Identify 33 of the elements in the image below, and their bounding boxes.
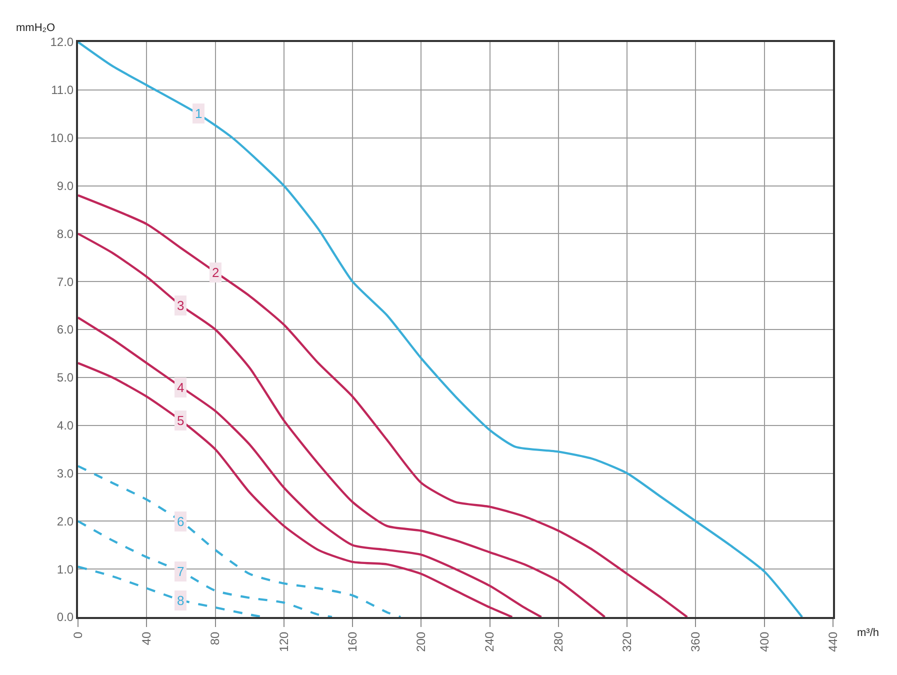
line-series <box>78 316 542 617</box>
x-tick-label: 360 <box>688 631 703 652</box>
line-series <box>78 362 514 617</box>
x-tick-label: 0 <box>70 631 85 638</box>
line-series <box>78 194 688 617</box>
x-tick-label: 120 <box>276 631 291 652</box>
x-tick-label: 280 <box>551 631 566 652</box>
line-series <box>78 464 402 617</box>
y-tick-label: 2.0 <box>56 514 74 528</box>
x-tick-label: 440 <box>826 631 840 652</box>
y-tick-label: 3.0 <box>56 466 74 480</box>
x-axis-title: m³/h <box>857 627 879 639</box>
y-tick-label: 0.0 <box>56 610 74 624</box>
x-tick-label: 40 <box>140 631 154 646</box>
x-tick-label: 160 <box>345 631 360 652</box>
y-tick-label: 7.0 <box>56 274 74 289</box>
y-tick-label: 10.0 <box>50 131 74 146</box>
y-tick-label: 9.0 <box>56 178 74 193</box>
x-tick-label: 200 <box>414 631 428 652</box>
x-tick-label: 80 <box>208 631 222 646</box>
y-tick-label: 8.0 <box>56 226 74 241</box>
y-tick-label: 1.0 <box>56 562 74 576</box>
y-tick-label: 6.0 <box>56 322 74 337</box>
line-series <box>78 42 804 617</box>
y-tick-label: 5.0 <box>56 370 74 385</box>
y-tick-label: 11.0 <box>51 83 74 98</box>
y-tick-label: 4.0 <box>56 418 74 433</box>
line-series <box>78 232 606 617</box>
y-axis-title: mmH₂O <box>16 22 56 34</box>
x-tick-label: 400 <box>757 631 772 652</box>
x-tick-label: 240 <box>482 631 497 652</box>
y-tick-label: 12.0 <box>50 35 74 50</box>
x-tick-label: 320 <box>620 631 634 652</box>
